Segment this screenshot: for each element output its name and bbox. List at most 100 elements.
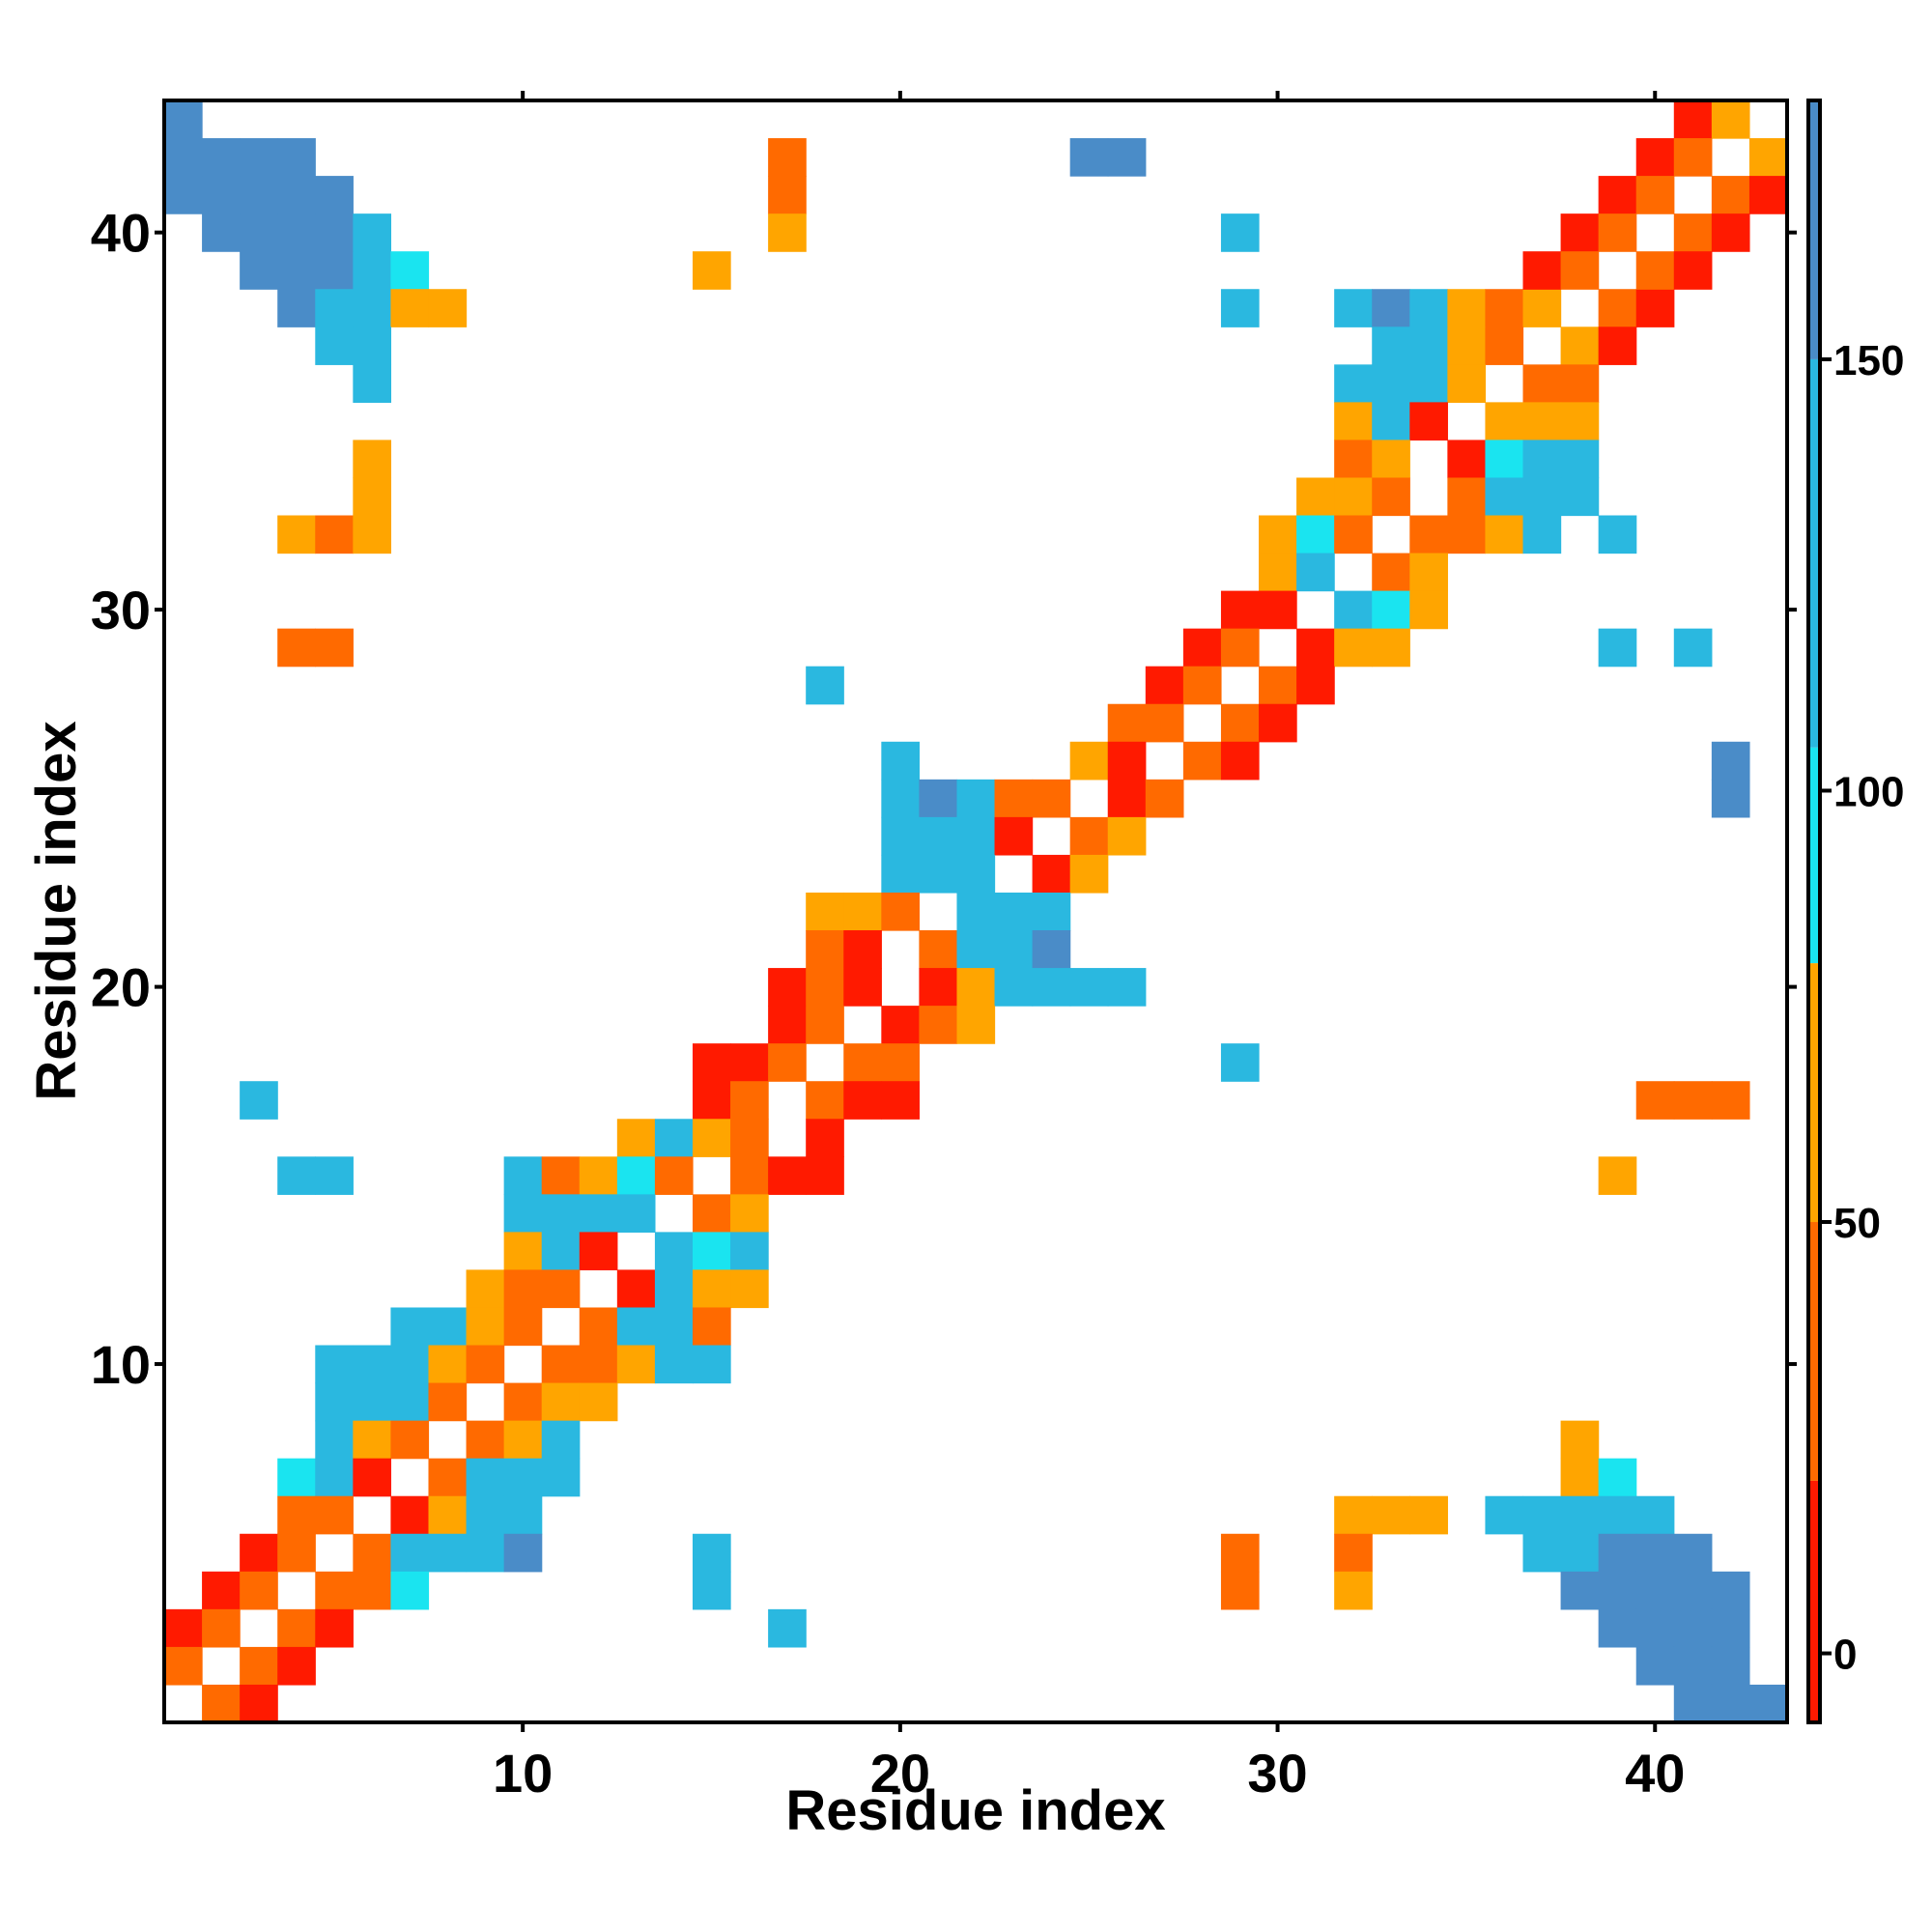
heatmap-cell <box>692 1081 731 1120</box>
heatmap-cell <box>1372 327 1410 365</box>
heatmap-cell <box>692 1119 731 1157</box>
heatmap-cell <box>164 100 203 139</box>
heatmap-cell <box>1107 816 1147 856</box>
heatmap-cell <box>956 779 996 818</box>
heatmap-cell <box>503 1533 543 1573</box>
colorbar-band <box>1810 100 1818 359</box>
heatmap-cell <box>1485 440 1524 479</box>
heatmap-cell <box>616 1269 656 1309</box>
heatmap-cell <box>956 816 996 856</box>
heatmap-cell <box>1748 138 1788 177</box>
heatmap-cell <box>1259 515 1297 554</box>
heatmap-cell <box>1182 741 1222 781</box>
heatmap-cell <box>1069 854 1109 894</box>
heatmap-cell <box>1560 364 1600 403</box>
heatmap-cell <box>353 364 392 403</box>
heatmap-cell <box>240 1571 278 1610</box>
heatmap-cell <box>1673 100 1713 139</box>
heatmap-cell <box>1673 138 1713 177</box>
heatmap-cell <box>1409 515 1448 554</box>
heatmap-cell <box>466 1495 505 1535</box>
heatmap-cell <box>541 1382 581 1422</box>
heatmap-cell <box>1711 1646 1750 1686</box>
heatmap-cell <box>579 1156 618 1195</box>
x-tick-label: 40 <box>1625 1743 1685 1804</box>
heatmap-cell <box>1220 628 1260 668</box>
colorbar-tick-label: 100 <box>1833 768 1904 815</box>
heatmap-cell <box>1560 1533 1600 1573</box>
heatmap-cell <box>503 1382 543 1422</box>
heatmap-cell <box>1560 1458 1600 1497</box>
heatmap-cell <box>919 779 958 818</box>
heatmap-cell <box>1635 1081 1675 1120</box>
heatmap-cell <box>1409 1495 1448 1535</box>
heatmap-cell <box>1560 213 1600 252</box>
heatmap-cell <box>1372 628 1410 668</box>
heatmap-cell <box>1032 968 1071 1007</box>
heatmap-cell <box>692 1345 731 1384</box>
colorbar: 0 50 100 150 <box>1806 99 1904 1724</box>
heatmap-cell <box>1673 1608 1713 1648</box>
heatmap-cell <box>806 1081 844 1120</box>
heatmap-cell <box>202 1684 241 1723</box>
heatmap-cell <box>277 515 316 554</box>
heatmap-cell <box>1522 289 1562 327</box>
heatmap-cell <box>315 515 354 554</box>
heatmap-cell <box>881 1043 920 1082</box>
heatmap-cell <box>881 779 920 818</box>
heatmap-cell <box>466 1345 505 1384</box>
heatmap-cell <box>353 1571 392 1610</box>
heatmap-cell <box>692 1533 731 1573</box>
heatmap-cell <box>1409 327 1448 365</box>
heatmap-cell <box>1334 402 1373 441</box>
heatmap-cell <box>579 1345 618 1384</box>
heatmap-cell <box>315 1156 354 1195</box>
heatmap-cell <box>1220 289 1260 327</box>
heatmap-cell <box>1635 1608 1675 1648</box>
heatmap-cell <box>1711 779 1750 818</box>
heatmap-cell <box>1560 440 1600 479</box>
heatmap-cell <box>466 1269 505 1309</box>
heatmap-cell <box>768 968 807 1007</box>
heatmap-cell <box>881 1006 920 1044</box>
heatmap-cell <box>1522 515 1562 554</box>
heatmap-cell <box>315 1458 354 1497</box>
heatmap-cell <box>1711 213 1750 252</box>
heatmap-cell <box>654 1232 694 1271</box>
colorbar-band <box>1810 1480 1818 1722</box>
heatmap-cell <box>1598 1495 1637 1535</box>
heatmap-cell <box>390 251 430 290</box>
heatmap-cell <box>692 1232 731 1271</box>
heatmap-cell <box>503 1420 543 1460</box>
heatmap-cell <box>1598 1458 1637 1497</box>
heatmap-cell <box>202 138 241 177</box>
heatmap-cell <box>315 1382 354 1422</box>
heatmap-cell <box>1334 289 1373 327</box>
heatmap-cell <box>277 1533 316 1573</box>
heatmap-cell <box>202 176 241 214</box>
heatmap-cell <box>541 1156 581 1195</box>
heatmap-cell <box>353 1382 392 1422</box>
heatmap-cell <box>503 1307 543 1347</box>
heatmap-cell <box>1711 1608 1750 1648</box>
heatmap-cell <box>843 968 882 1007</box>
heatmap-cell <box>1296 553 1335 592</box>
heatmap-cell <box>1598 1608 1637 1648</box>
heatmap-cell <box>1673 1571 1713 1610</box>
heatmap-cell <box>881 816 920 856</box>
heatmap-cell <box>806 892 844 931</box>
plot-frame <box>162 99 1789 1724</box>
heatmap-cell <box>1447 440 1487 479</box>
heatmap-cell <box>919 1006 958 1044</box>
heatmap-cell <box>428 1458 468 1497</box>
heatmap-cell <box>541 1345 581 1384</box>
heatmap-cell <box>315 251 354 290</box>
heatmap-cell <box>390 1307 430 1347</box>
heatmap-cell <box>616 1194 656 1233</box>
heatmap-cell <box>541 1458 581 1497</box>
heatmap-cell <box>202 1571 241 1610</box>
heatmap-cell <box>1334 364 1373 403</box>
x-tick-label: 30 <box>1247 1743 1307 1804</box>
colorbar-tick-label: 50 <box>1833 1200 1881 1247</box>
heatmap-cell <box>240 1533 278 1573</box>
